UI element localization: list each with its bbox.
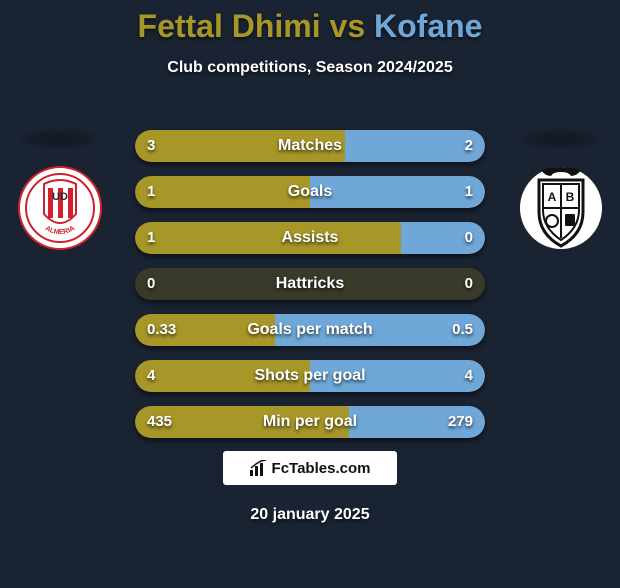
shadow-ellipse-left [17, 128, 102, 150]
player1-name: Fettal Dhimi [138, 8, 321, 44]
club-right-wrap: A B [518, 128, 603, 250]
shadow-ellipse-right [518, 128, 603, 150]
vs-text: vs [321, 8, 374, 44]
stat-row: 32Matches [135, 130, 485, 162]
club-left-wrap: UD ALMERIA [17, 128, 102, 250]
stat-label: Goals [135, 176, 485, 208]
stats-bars: 32Matches 11Goals 10Assists 00Hattricks 0.33… [135, 130, 485, 452]
footer-badge[interactable]: FcTables.com [223, 451, 397, 485]
stat-label: Assists [135, 222, 485, 254]
stat-row: 0.330.5Goals per match [135, 314, 485, 346]
svg-text:UD: UD [52, 191, 68, 203]
stat-row: 11Goals [135, 176, 485, 208]
stat-label: Hattricks [135, 268, 485, 300]
stat-row: 435279Min per goal [135, 406, 485, 438]
club-right-logo: A B [519, 166, 603, 250]
svg-text:A: A [547, 190, 556, 204]
footer-site: FcTables.com [272, 460, 371, 477]
stat-label: Min per goal [135, 406, 485, 438]
club-left-logo: UD ALMERIA [18, 166, 102, 250]
stat-label: Matches [135, 130, 485, 162]
stat-label: Goals per match [135, 314, 485, 346]
stat-row: 44Shots per goal [135, 360, 485, 392]
date-text: 20 january 2025 [0, 506, 620, 524]
svg-text:B: B [565, 190, 574, 204]
player2-name: Kofane [374, 8, 482, 44]
stat-row: 10Assists [135, 222, 485, 254]
stat-row: 00Hattricks [135, 268, 485, 300]
stat-label: Shots per goal [135, 360, 485, 392]
page-title: Fettal Dhimi vs Kofane [0, 8, 620, 45]
chart-icon [250, 460, 268, 476]
subtitle: Club competitions, Season 2024/2025 [0, 59, 620, 77]
